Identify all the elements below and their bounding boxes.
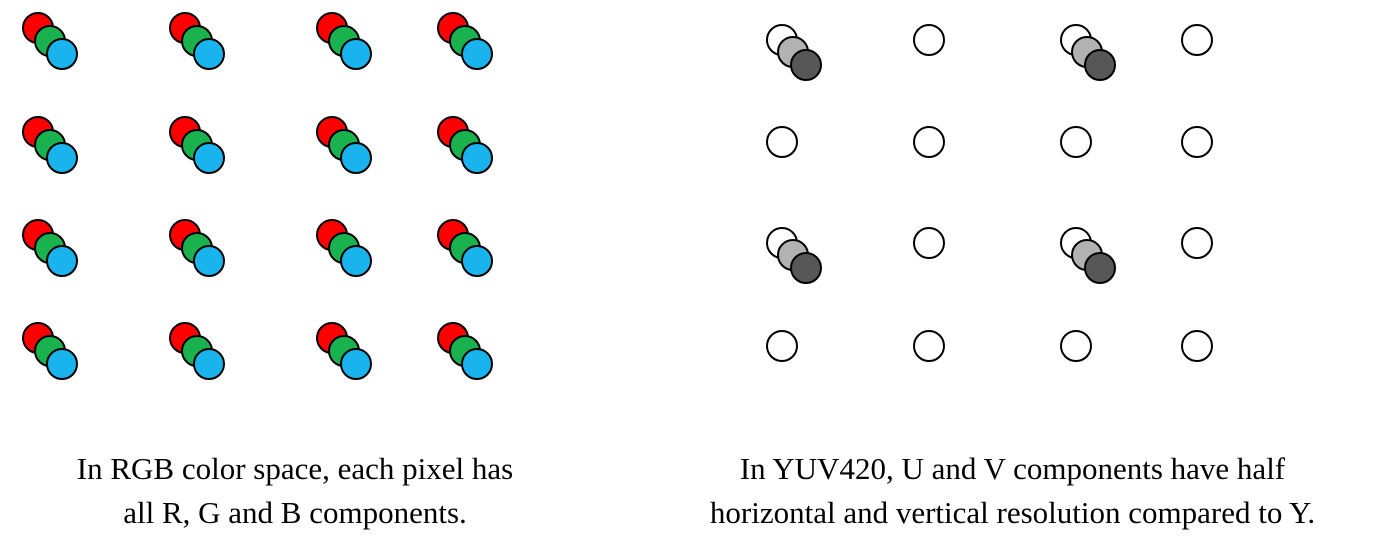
rgb-pixel	[437, 116, 493, 174]
yuv-pixel	[1181, 126, 1213, 158]
yuv-y-sample	[913, 24, 945, 56]
rgb-b-sample	[46, 348, 78, 380]
rgb-caption: In RGB color space, each pixel has all R…	[0, 447, 590, 535]
yuv-pixel	[766, 24, 822, 81]
yuv-v-sample	[790, 49, 822, 81]
rgb-b-sample	[461, 38, 493, 70]
rgb-pixel	[22, 219, 78, 277]
yuv-y-sample	[766, 126, 798, 158]
yuv-pixel	[766, 227, 822, 284]
rgb-pixel	[169, 12, 225, 70]
rgb-b-sample	[46, 38, 78, 70]
rgb-b-sample	[193, 245, 225, 277]
rgb-pixel	[169, 116, 225, 174]
yuv-pixel	[913, 24, 945, 56]
yuv-y-sample	[1181, 24, 1213, 56]
yuv-y-sample	[766, 330, 798, 362]
yuv-pixel	[1181, 330, 1213, 362]
rgb-b-sample	[340, 38, 372, 70]
yuv-pixel	[766, 330, 798, 362]
yuv-y-sample	[913, 227, 945, 259]
yuv-v-sample	[1084, 252, 1116, 284]
yuv-v-sample	[1084, 49, 1116, 81]
yuv-pixel	[913, 126, 945, 158]
rgb-pixel	[437, 219, 493, 277]
yuv-pixel	[1060, 330, 1092, 362]
yuv-y-sample	[1181, 126, 1213, 158]
yuv-pixel-grid	[766, 24, 1213, 362]
rgb-pixel	[169, 322, 225, 380]
rgb-pixel	[22, 12, 78, 70]
yuv-pixel	[1060, 227, 1116, 284]
yuv-caption-line-2: horizontal and vertical resolution compa…	[709, 495, 1316, 530]
rgb-pixel	[316, 116, 372, 174]
rgb-pixel	[437, 322, 493, 380]
rgb-pixel	[22, 322, 78, 380]
yuv-caption-line-1: In YUV420, U and V components have half	[739, 451, 1286, 486]
rgb-b-sample	[340, 142, 372, 174]
rgb-b-sample	[46, 245, 78, 277]
rgb-b-sample	[193, 38, 225, 70]
yuv-pixel	[1181, 24, 1213, 56]
yuv-pixel	[1181, 227, 1213, 259]
rgb-b-sample	[193, 142, 225, 174]
rgb-b-sample	[461, 245, 493, 277]
rgb-pixel	[316, 12, 372, 70]
rgb-pixel	[169, 219, 225, 277]
yuv-pixel	[913, 227, 945, 259]
rgb-pixel-grid	[22, 12, 493, 380]
rgb-pixel	[437, 12, 493, 70]
yuv-v-sample	[790, 252, 822, 284]
rgb-pixel	[22, 116, 78, 174]
rgb-b-sample	[193, 348, 225, 380]
yuv-pixel	[766, 126, 798, 158]
rgb-b-sample	[461, 142, 493, 174]
rgb-b-sample	[461, 348, 493, 380]
rgb-caption-line-1: In RGB color space, each pixel has	[76, 451, 514, 486]
rgb-b-sample	[340, 348, 372, 380]
yuv-y-sample	[1060, 330, 1092, 362]
yuv-caption: In YUV420, U and V components have half …	[625, 447, 1400, 535]
rgb-b-sample	[46, 142, 78, 174]
rgb-b-sample	[340, 245, 372, 277]
rgb-caption-line-2: all R, G and B components.	[123, 495, 467, 530]
yuv-pixel	[1060, 126, 1092, 158]
yuv-pixel	[913, 330, 945, 362]
yuv-y-sample	[1181, 227, 1213, 259]
rgb-pixel	[316, 219, 372, 277]
rgb-pixel	[316, 322, 372, 380]
yuv-y-sample	[1181, 330, 1213, 362]
yuv-y-sample	[913, 330, 945, 362]
yuv-y-sample	[913, 126, 945, 158]
yuv-pixel	[1060, 24, 1116, 81]
yuv-y-sample	[1060, 126, 1092, 158]
